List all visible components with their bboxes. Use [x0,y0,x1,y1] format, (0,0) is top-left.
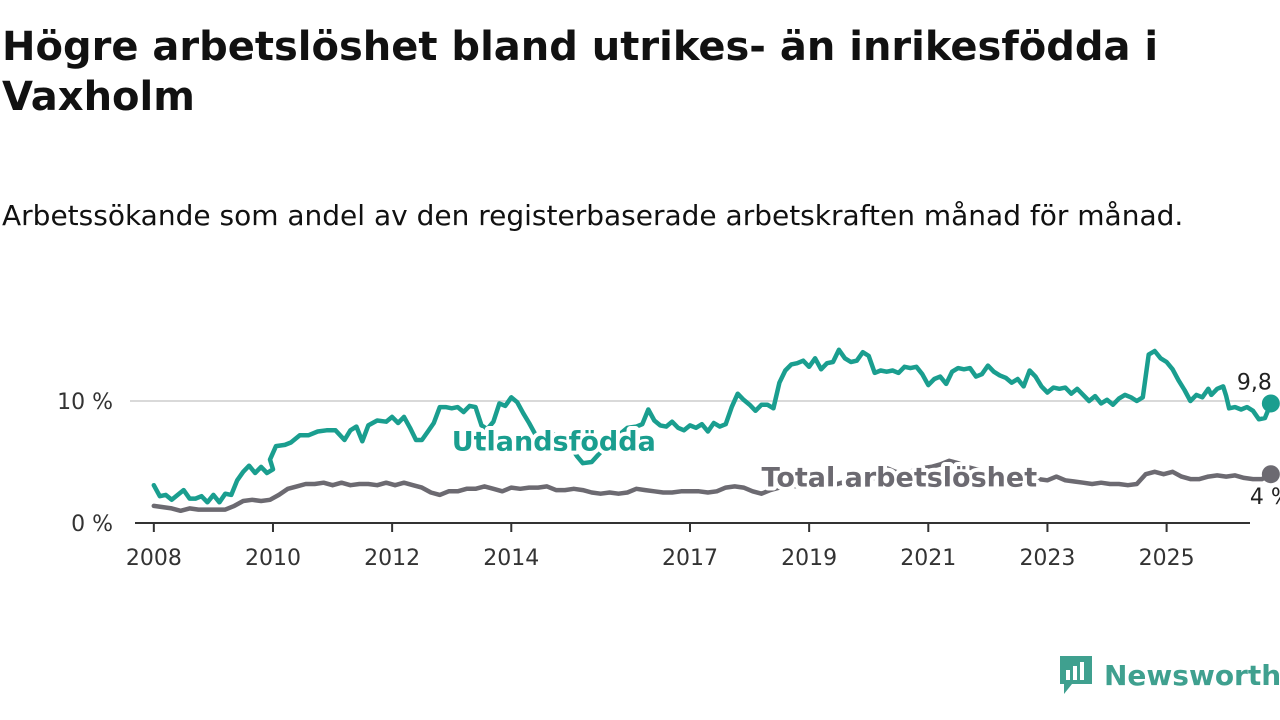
x-tick-label: 2021 [900,546,956,571]
labels: Utlandsfödda Total arbetslöshet 9,8 % 4 % [448,370,1280,510]
series [151,347,1280,514]
x-tick-label: 2023 [1019,546,1075,571]
x-tick-label: 2010 [245,546,301,571]
series-label-total: Total arbetslöshet [761,462,1037,493]
end-point-total [1261,465,1280,484]
series-line-total [151,458,1274,514]
x-tick-label: 2017 [662,546,718,571]
end-point-utlandsfodda [1261,394,1280,413]
newsworthy-logo-icon [1060,656,1092,694]
x-tick-label: 2008 [126,546,182,571]
end-label-total: 4 % [1250,485,1280,510]
series-line-utlandsfodda [151,347,1274,505]
x-tick-label: 2025 [1139,546,1195,571]
chart-title: Högre arbetslöshet bland utrikes- än inr… [2,24,1159,120]
end-label-utlandsfodda: 9,8 % [1237,370,1280,395]
y-tick-label: 10 % [57,390,113,415]
x-tick-label: 2014 [483,546,539,571]
chart-subtitle: Arbetssökande som andel av den registerb… [2,199,1184,232]
x-tick-label: 2019 [781,546,837,571]
newsworthy-logo-text: Newsworthy [1104,658,1280,692]
axes: 0 % 10 % 2008 2010 2012 2014 2017 2019 2021 2023 2… [57,390,1250,571]
x-tick-label: 2012 [364,546,420,571]
newsworthy-logo: Newsworthy [1058,654,1280,696]
y-tick-label: 0 % [71,512,113,537]
series-label-utlandsfodda: Utlandsfödda [452,426,656,457]
